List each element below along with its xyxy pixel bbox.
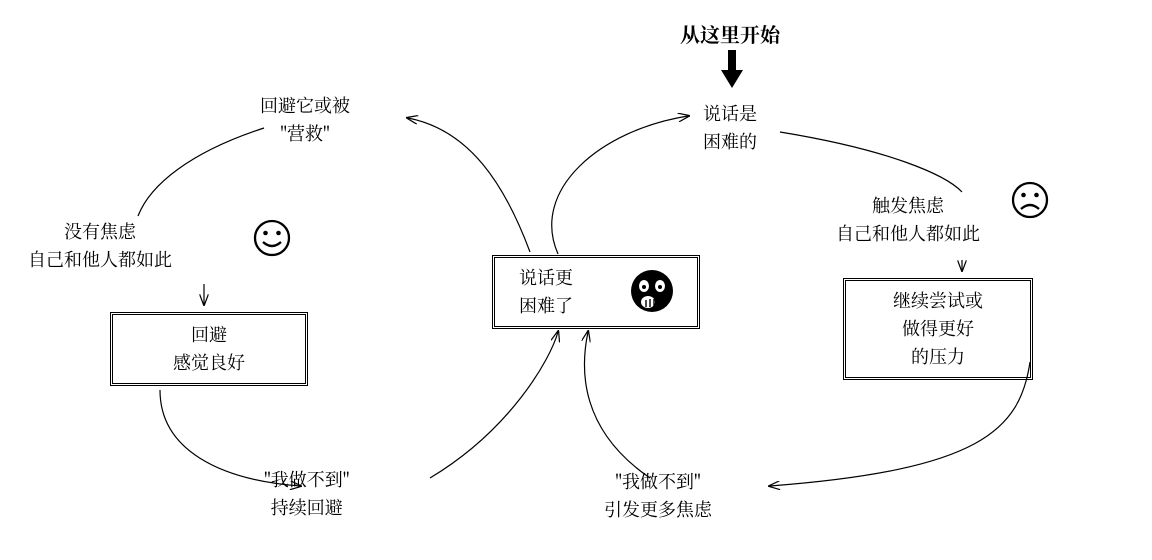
node-harder-text: 说话更困难了 [519,264,573,320]
node-pressure-text: 继续尝试或做得更好的压力 [893,287,983,371]
node-cant-avoid: "我做不到"持续回避 [264,466,350,522]
node-pressure-box: 继续尝试或做得更好的压力 [843,278,1033,380]
node-avoid-text: 回避感觉良好 [173,321,245,377]
node-talk-hard: 说话是困难的 [703,100,757,156]
uhoh-face-icon [630,269,674,318]
start-arrow-icon [721,50,743,94]
start-title: 从这里开始 [680,18,780,49]
node-avoid-rescue: 回避它或被"营救" [260,92,350,148]
node-anx-trigger: 触发焦虑自己和他人都如此 [836,192,980,248]
sad-face-icon [1011,181,1049,224]
happy-face-icon [253,219,291,262]
node-avoid-box: 回避感觉良好 [110,312,308,386]
node-no-anx: 没有焦虑自己和他人都如此 [28,218,172,274]
node-cant-more-anx: "我做不到"引发更多焦虑 [604,468,712,524]
